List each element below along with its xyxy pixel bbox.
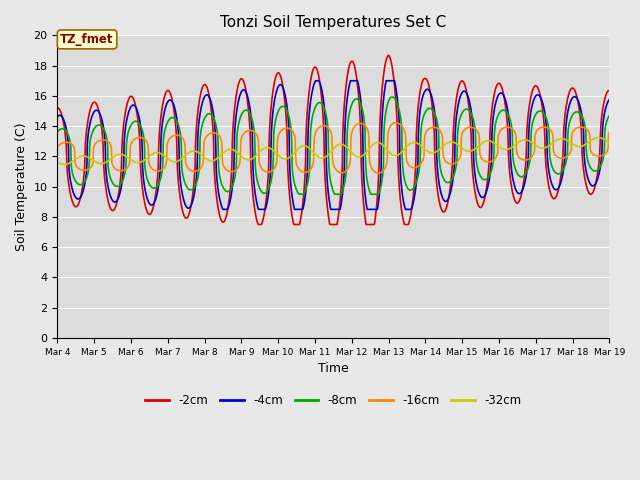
-32cm <box>605 140 613 145</box>
-8cm <box>54 129 61 135</box>
-16cm <box>238 134 246 140</box>
-16cm <box>163 156 170 162</box>
-32cm <box>419 145 427 151</box>
-32cm <box>54 159 61 165</box>
-4cm <box>54 114 61 120</box>
Y-axis label: Soil Temperature (C): Soil Temperature (C) <box>15 122 28 251</box>
Line: -32cm: -32cm <box>58 138 609 165</box>
-2cm <box>54 105 61 111</box>
-32cm <box>492 141 499 147</box>
-32cm <box>239 154 246 160</box>
-2cm <box>420 76 428 82</box>
-4cm <box>541 108 548 114</box>
-4cm <box>220 206 227 212</box>
-8cm <box>176 129 184 135</box>
-4cm <box>420 91 428 96</box>
-16cm <box>392 120 399 126</box>
Line: -8cm: -8cm <box>58 97 609 194</box>
-8cm <box>420 113 428 119</box>
-16cm <box>176 133 184 139</box>
-2cm <box>385 52 392 58</box>
-2cm <box>238 76 246 82</box>
-8cm <box>238 111 246 117</box>
-32cm <box>540 145 548 151</box>
-8cm <box>296 192 303 197</box>
-2cm <box>541 127 548 132</box>
-2cm <box>492 85 500 91</box>
-32cm <box>163 155 171 161</box>
Line: -16cm: -16cm <box>58 123 609 173</box>
-32cm <box>177 156 184 162</box>
-2cm <box>176 195 184 201</box>
-16cm <box>54 145 61 151</box>
-16cm <box>420 155 428 160</box>
X-axis label: Time: Time <box>318 362 349 375</box>
-32cm <box>60 162 68 168</box>
-8cm <box>541 111 548 117</box>
-8cm <box>492 120 500 125</box>
-2cm <box>163 88 170 94</box>
Title: Tonzi Soil Temperatures Set C: Tonzi Soil Temperatures Set C <box>220 15 447 30</box>
-4cm <box>312 78 320 84</box>
-4cm <box>492 99 500 105</box>
-8cm <box>163 121 170 127</box>
-8cm <box>388 94 396 100</box>
-4cm <box>176 176 184 181</box>
-16cm <box>541 124 548 130</box>
-2cm <box>255 222 262 228</box>
Line: -4cm: -4cm <box>58 81 609 209</box>
Line: -2cm: -2cm <box>58 55 609 225</box>
-8cm <box>605 113 613 119</box>
-16cm <box>492 155 500 161</box>
-4cm <box>239 88 246 94</box>
-2cm <box>605 87 613 93</box>
-4cm <box>163 101 170 107</box>
Legend: -2cm, -4cm, -8cm, -16cm, -32cm: -2cm, -4cm, -8cm, -16cm, -32cm <box>141 389 526 412</box>
-16cm <box>374 170 382 176</box>
Text: TZ_fmet: TZ_fmet <box>60 33 114 46</box>
-16cm <box>605 129 613 135</box>
-32cm <box>595 135 602 141</box>
-4cm <box>605 96 613 102</box>
